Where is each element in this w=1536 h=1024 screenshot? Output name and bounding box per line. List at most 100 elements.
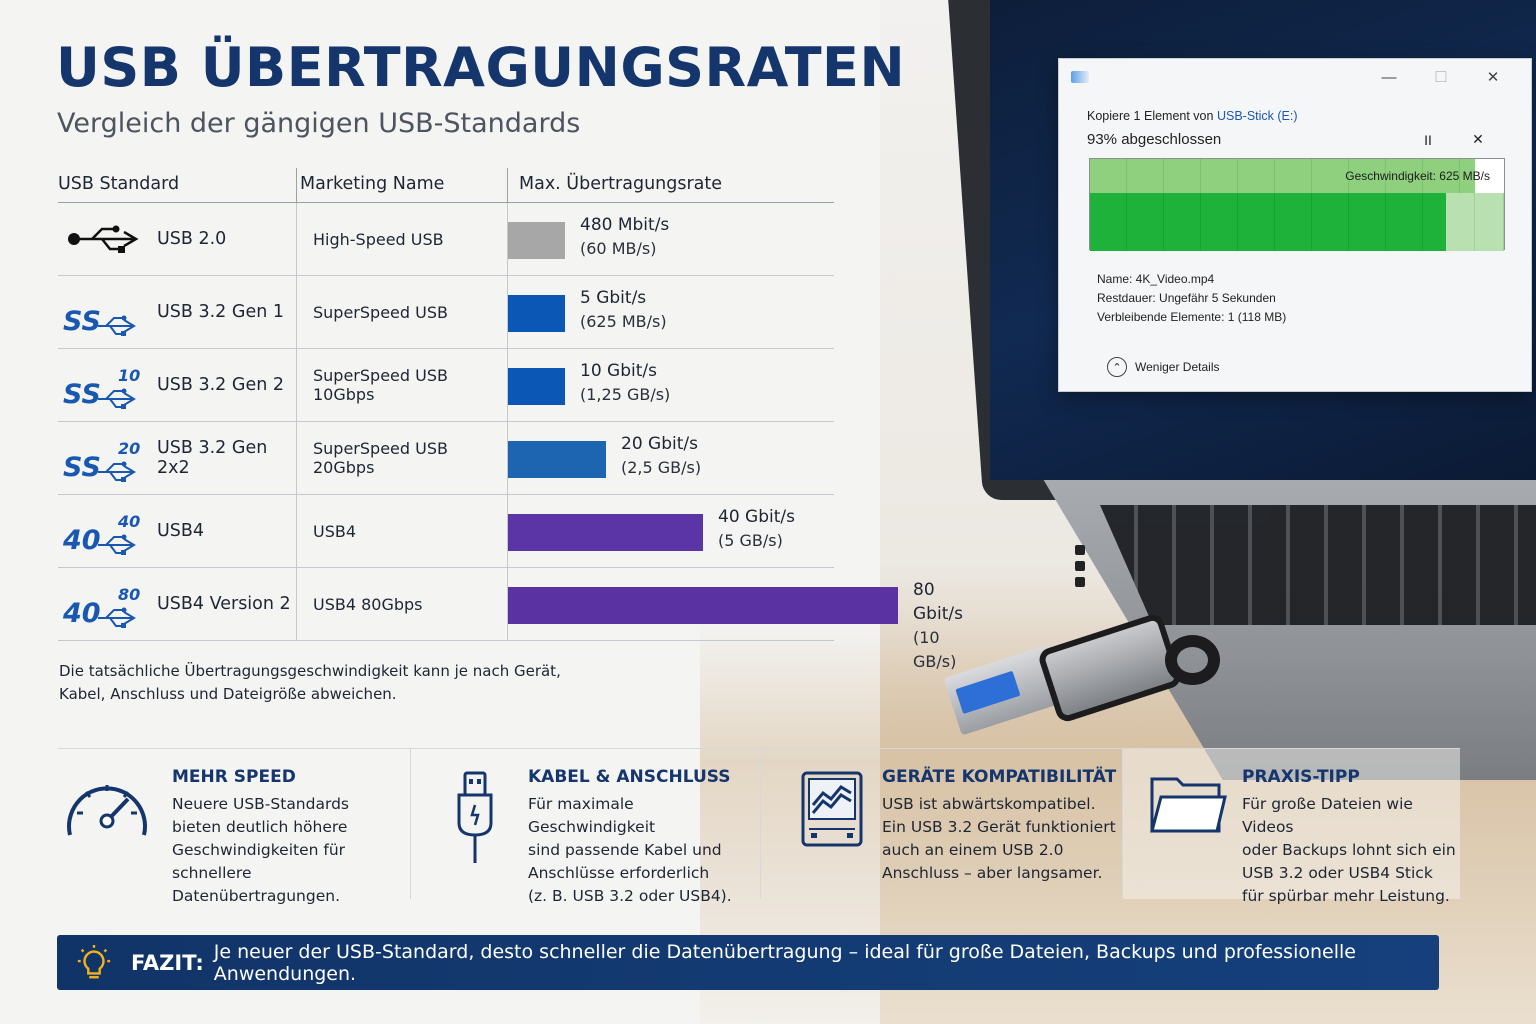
- column-header-marketing: Marketing Name: [296, 168, 507, 202]
- rate-bytes: (625 MB/s): [580, 312, 667, 331]
- copy-status: Kopiere 1 Element von USB-Stick (E:): [1087, 109, 1531, 123]
- standard-logo: SS 10: [58, 365, 157, 410]
- standard-name: USB4 Version 2: [157, 594, 291, 614]
- card-text: Neuere USB-Standards bieten deutlich höhe…: [172, 795, 349, 905]
- standard-cell: USB 2.0: [58, 203, 296, 275]
- rate-label: 10 Gbit/s (1,25 GB/s): [580, 359, 670, 407]
- standard-cell: SS USB 3.2 Gen 1: [58, 276, 296, 348]
- rate-value: 80 Gbit/s: [913, 580, 963, 624]
- lightbulb-icon: [77, 944, 111, 978]
- standard-logo: 40 80: [58, 584, 157, 629]
- marketing-cell: USB4: [296, 495, 507, 567]
- progress-header: 93% abgeschlossen II ✕: [1087, 131, 1503, 148]
- rate-label: 80 Gbit/s (10 GB/s): [913, 578, 963, 674]
- rate-bar: [508, 441, 606, 478]
- standard-logo: 40 40: [58, 511, 157, 556]
- rate-label: 5 Gbit/s (625 MB/s): [580, 286, 667, 334]
- table-header: USB Standard Marketing Name Max. Übertra…: [58, 168, 834, 203]
- speedometer-icon: [67, 785, 147, 836]
- pause-button[interactable]: II: [1424, 131, 1432, 148]
- rate-cell: 80 Gbit/s (10 GB/s): [507, 568, 963, 671]
- footnote-line: Kabel, Anschluss und Dateigröße abweiche…: [59, 685, 397, 703]
- svg-text:SS: SS: [63, 379, 101, 410]
- footnote: Die tatsächliche Übertragungsgeschwindig…: [59, 660, 561, 706]
- rate-label: 20 Gbit/s (2,5 GB/s): [621, 432, 701, 480]
- rate-bytes: (60 MB/s): [580, 239, 657, 258]
- svg-text:40: 40: [62, 525, 101, 556]
- rate-bar: [508, 368, 565, 405]
- marketing-cell: SuperSpeed USB 10Gbps: [296, 349, 507, 421]
- standard-cell: 40 80 USB4 Version 2: [58, 568, 296, 640]
- close-button[interactable]: ✕: [1486, 69, 1500, 86]
- chevron-up-icon: ⌃: [1107, 357, 1127, 377]
- less-details-label: Weniger Details: [1135, 360, 1220, 374]
- rate-cell: 20 Gbit/s (2,5 GB/s): [507, 422, 834, 494]
- standard-name: USB 3.2 Gen 2: [157, 375, 284, 395]
- standard-cell: SS 20 USB 3.2 Gen 2x2: [58, 422, 296, 494]
- table-row: SS 20 USB 3.2 Gen 2x2 SuperSpeed USB 20G…: [58, 422, 834, 495]
- minimize-button[interactable]: —: [1381, 68, 1397, 86]
- card-cable: KABEL & ANSCHLUSS Für maximale Geschwind…: [410, 749, 760, 905]
- standard-logo: SS: [58, 292, 157, 337]
- rate-label: 40 Gbit/s (5 GB/s): [718, 505, 795, 553]
- device-compat-icon: [801, 771, 863, 847]
- maximize-button[interactable]: ☐: [1434, 69, 1448, 86]
- conclusion-text: Je neuer der USB-Standard, desto schnell…: [213, 940, 1356, 985]
- rate-bytes: (10 GB/s): [913, 628, 957, 671]
- conclusion-banner: FAZIT: Je neuer der USB-Standard, desto …: [57, 935, 1439, 990]
- table-row: SS 10 USB 3.2 Gen 2 SuperSpeed USB 10Gbp…: [58, 349, 834, 422]
- laptop-usb-ports: [1075, 545, 1087, 590]
- rate-bytes: (5 GB/s): [718, 531, 783, 550]
- folder-icon: [1150, 777, 1227, 833]
- rate-bytes: (2,5 GB/s): [621, 458, 702, 477]
- usb4-40-icon: 40 40: [62, 512, 140, 556]
- progress-fill: [1090, 193, 1447, 251]
- card-title: MEHR SPEED: [172, 767, 296, 787]
- usb-trident-icon: [68, 225, 139, 253]
- card-title: GERÄTE KOMPATIBILITÄT: [882, 767, 1117, 787]
- card-tip: PRAXIS-TIPP Für große Dateien wie Videos…: [1122, 749, 1460, 905]
- speed-band: [1090, 159, 1476, 193]
- copy-source-link[interactable]: USB-Stick (E:): [1216, 109, 1298, 123]
- superspeed-20-icon: SS 20: [63, 439, 140, 483]
- rate-bar: [508, 514, 703, 551]
- file-copy-dialog: — ☐ ✕ Kopiere 1 Element von USB-Stick (E…: [1058, 58, 1532, 392]
- less-details-button[interactable]: ⌃ Weniger Details: [1107, 357, 1531, 377]
- svg-text:20: 20: [118, 439, 140, 458]
- transfer-details: Name: 4K_Video.mp4 Restdauer: Ungefähr 5…: [1097, 270, 1531, 327]
- rate-bar: [508, 222, 565, 259]
- marketing-cell: High-Speed USB: [296, 203, 507, 275]
- rate-label: 480 Mbit/s (60 MB/s): [580, 213, 669, 261]
- svg-text:40: 40: [62, 598, 101, 629]
- svg-text:80: 80: [118, 585, 140, 604]
- standard-name: USB4: [157, 521, 205, 541]
- svg-text:10: 10: [118, 366, 140, 385]
- rate-bar: [508, 587, 898, 624]
- superspeed-10-icon: SS 10: [63, 366, 140, 410]
- standard-cell: 40 40 USB4: [58, 495, 296, 567]
- dialog-titlebar: — ☐ ✕: [1059, 59, 1531, 95]
- laptop-keyboard: [1100, 505, 1536, 625]
- card-speed: MEHR SPEED Neuere USB-Standards bieten de…: [58, 749, 410, 905]
- marketing-cell: SuperSpeed USB 20Gbps: [296, 422, 507, 494]
- usb4-80-icon: 40 80: [62, 585, 140, 629]
- superspeed-icon: SS: [63, 306, 136, 337]
- rate-bytes: (1,25 GB/s): [580, 385, 671, 404]
- card-text: Für maximale Geschwindigkeit sind passend…: [528, 795, 732, 905]
- standard-cell: SS 10 USB 3.2 Gen 2: [58, 349, 296, 421]
- info-cards: MEHR SPEED Neuere USB-Standards bieten de…: [58, 748, 1460, 905]
- remaining-items: Verbleibende Elemente: 1 (118 MB): [1097, 310, 1287, 324]
- card-title: PRAXIS-TIPP: [1242, 767, 1360, 787]
- standard-name: USB 3.2 Gen 1: [157, 302, 284, 322]
- rate-cell: 5 Gbit/s (625 MB/s): [507, 276, 834, 348]
- copy-prefix: Kopiere 1 Element von: [1087, 109, 1217, 123]
- remaining-time: Restdauer: Ungefähr 5 Sekunden: [1097, 291, 1276, 305]
- rate-value: 480 Mbit/s: [580, 215, 670, 235]
- column-header-rate: Max. Übertragungsrate: [507, 168, 834, 202]
- cancel-copy-button[interactable]: ✕: [1472, 131, 1484, 147]
- svg-text:40: 40: [117, 512, 140, 531]
- rate-cell: 40 Gbit/s (5 GB/s): [507, 495, 834, 567]
- table-row: USB 2.0 High-Speed USB 480 Mbit/s (60 MB…: [58, 203, 834, 276]
- page-subtitle: Vergleich der gängigen USB-Standards: [57, 108, 581, 139]
- card-text: Für große Dateien wie Videos oder Backups…: [1242, 795, 1456, 905]
